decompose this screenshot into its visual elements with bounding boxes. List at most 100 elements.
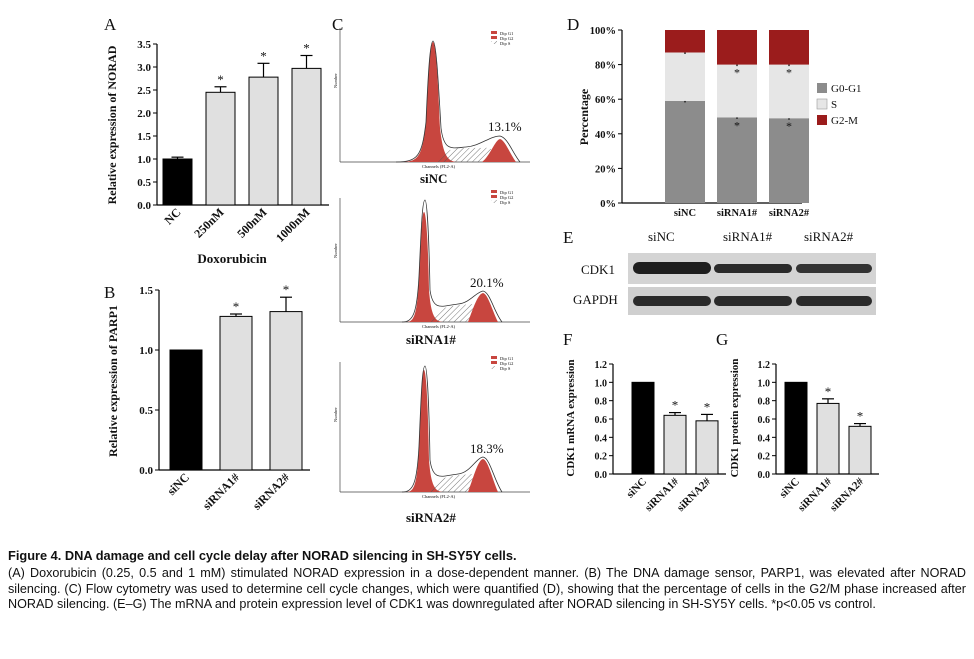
bar — [631, 381, 655, 475]
y-tick-label: 0% — [600, 199, 616, 210]
stacked-segment-g0-g1 — [769, 118, 809, 203]
significance-star: * — [672, 398, 679, 413]
flow-peak-g2 — [468, 293, 498, 322]
flow-percent-label: 13.1% — [488, 119, 522, 134]
panel-letter-b: B — [104, 283, 115, 302]
flow-peak-g2 — [468, 459, 498, 492]
significance-star: * — [857, 409, 864, 424]
y-tick-label: 60% — [595, 95, 616, 106]
blot-band-gapdh-sirna1 — [714, 296, 792, 306]
flow-sample-label: siRNA1# — [406, 332, 456, 347]
y-tick-label: 0.6 — [595, 415, 608, 426]
bar — [291, 67, 322, 206]
panel-letter-d: D — [567, 15, 579, 34]
y-tick-label: 2.0 — [137, 108, 151, 120]
stacked-segment-s — [665, 52, 705, 101]
stacked-segment-g2-m — [769, 30, 809, 65]
stacked-segment-s — [769, 64, 809, 119]
flow-x-label: Channels (FL2-A) — [422, 324, 456, 329]
significance-star: * — [734, 66, 740, 80]
chart-d-cell-cycle: 0% 20% 40% 60% 80% 100% Percentage siNC * * siRNA1… — [577, 26, 810, 219]
flow-histogram-sirna2: Dip G1 Dip G2 Dip S Number Channels (FL2… — [333, 356, 530, 525]
flow-x-label: Channels (FL2-A) — [422, 164, 456, 169]
svg-text:Dip S: Dip S — [500, 366, 511, 371]
western-blot: siNC siRNA1# siRNA2# CDK1 GAPDH — [573, 229, 876, 315]
y-tick-label: 1.5 — [137, 131, 151, 143]
y-tick-label: 0.8 — [758, 397, 771, 408]
y-axis-label: CDK1 protein expression — [729, 359, 741, 478]
stacked-segment-g0-g1 — [717, 117, 757, 203]
legend-swatch-g2m — [817, 115, 827, 125]
caption-body: (A) Doxorubicin (0.25, 0.5 and 1 mM) sti… — [8, 565, 966, 612]
flow-region-s — [428, 304, 482, 322]
blot-lane-label: siNC — [648, 229, 675, 244]
flow-y-label: Number — [333, 407, 338, 422]
x-tick-label: siRNA1# — [200, 470, 242, 512]
blot-band-gapdh-sirna2 — [796, 296, 872, 306]
significance-star: * — [734, 118, 740, 132]
y-tick-label: 3.5 — [137, 39, 151, 51]
bar — [695, 420, 719, 475]
flow-percent-label: 20.1% — [470, 275, 504, 290]
flow-legend: Dip G1 Dip G2 Dip S — [491, 31, 513, 46]
bar — [162, 158, 193, 206]
panel-letter-a: A — [104, 15, 117, 34]
y-tick-label: 20% — [595, 164, 616, 175]
y-tick-label: 1.5 — [139, 285, 153, 297]
flow-peak-g2 — [482, 139, 516, 162]
y-tick-label: 2.5 — [137, 85, 151, 97]
y-tick-label: 0.4 — [758, 433, 771, 444]
blot-band-cdk1-sinc — [633, 262, 711, 274]
panel-letter-c: C — [332, 15, 343, 34]
y-tick-label: 1.2 — [758, 360, 771, 371]
flow-percent-label: 18.3% — [470, 441, 504, 456]
caption-title: Figure 4. DNA damage and cell cycle dela… — [8, 548, 517, 563]
x-tick-label: siRNA2# — [675, 475, 714, 514]
y-tick-label: 0.0 — [758, 470, 771, 481]
legend-label-g2m: G2-M — [831, 115, 858, 127]
significance-star: * — [825, 384, 832, 399]
panel-letter-g: G — [716, 330, 728, 349]
blot-band-label: CDK1 — [581, 262, 615, 277]
panel-letter-e: E — [563, 228, 573, 247]
chart-a-subtitle: Doxorubicin — [197, 251, 267, 266]
chart-g-cdk1-protein: 0.0 0.2 0.4 0.6 0.8 1.0 1.2 CDK1 protein expres… — [729, 359, 879, 514]
chart-f-cdk1-mrna: 0.0 0.2 0.4 0.6 0.8 1.0 1.2 CDK1 mRNA expressio… — [565, 359, 726, 514]
flow-envelope — [401, 365, 503, 493]
bar — [269, 311, 303, 471]
blot-lane-label: siRNA2# — [804, 229, 854, 244]
x-tick-label: 500nM — [234, 205, 269, 240]
bar — [784, 381, 808, 475]
significance-star: * — [260, 48, 267, 63]
y-tick-label: 0.0 — [139, 465, 153, 477]
y-tick-label: 0.8 — [595, 397, 608, 408]
y-tick-label: 1.2 — [595, 360, 608, 371]
y-tick-label: 0.0 — [595, 470, 608, 481]
blot-band-cdk1-sirna1 — [714, 264, 792, 273]
chart-d-legend: G0-G1 S G2-M — [816, 83, 862, 127]
flow-x-label: Channels (FL2-A) — [422, 494, 456, 499]
legend-label-g0g1: G0-G1 — [831, 83, 862, 95]
svg-text:Dip G1: Dip G1 — [500, 356, 513, 361]
x-tick-label: siNC — [164, 470, 192, 498]
x-tick-label: siRNA2# — [769, 208, 810, 219]
y-tick-label: 100% — [590, 26, 616, 37]
significance-star: * — [786, 119, 792, 133]
x-tick-label: 250nM — [191, 205, 226, 240]
y-axis-label: CDK1 mRNA expression — [565, 359, 577, 476]
figure-panels: A B C D E F G 0.0 0.5 1.0 1.5 2.0 2.5 3.0 3.5 Re… — [104, 15, 879, 525]
flow-region-s — [428, 474, 482, 492]
x-tick-label: siNC — [777, 476, 802, 501]
x-tick-label: 1000nM — [273, 205, 313, 245]
blot-band-gapdh-sinc — [633, 296, 711, 306]
panel-letter-f: F — [563, 330, 572, 349]
flow-legend: Dip G1 Dip G2 Dip S — [491, 356, 513, 371]
x-tick-label: siRNA1# — [717, 208, 758, 219]
stacked-segment-g2-m — [717, 30, 757, 65]
significance-star: * — [704, 399, 711, 414]
y-tick-label: 0.2 — [595, 452, 608, 463]
legend-swatch-g0g1 — [817, 83, 827, 93]
flow-envelope — [395, 40, 521, 163]
bar — [848, 425, 872, 475]
flow-region-s — [436, 147, 500, 162]
